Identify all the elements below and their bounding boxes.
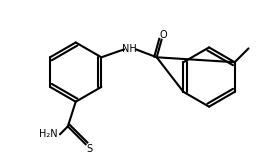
Text: S: S: [87, 144, 93, 154]
Text: H₂N: H₂N: [39, 129, 57, 139]
Text: O: O: [160, 30, 168, 40]
Text: NH: NH: [122, 44, 136, 54]
